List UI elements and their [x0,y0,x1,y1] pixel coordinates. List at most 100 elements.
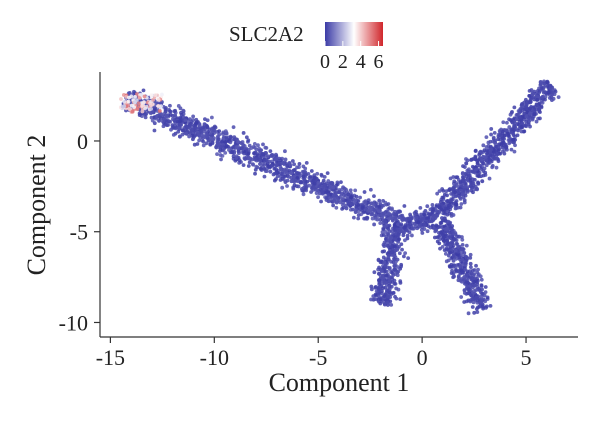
data-point [122,99,127,104]
data-point [217,145,222,150]
data-point [460,270,465,275]
data-point [315,188,319,193]
data-point [426,211,430,216]
data-point [394,296,399,301]
data-point [501,120,506,125]
data-point [160,119,165,124]
data-point [220,154,225,158]
data-point [241,163,246,168]
data-point [453,248,458,253]
data-point [376,271,381,276]
x-axis-ticks: -15 -10 -5 0 5 [96,337,532,370]
data-point [356,213,361,218]
data-point [538,80,543,85]
data-point [312,173,317,178]
data-point [452,237,457,242]
data-point [515,122,520,126]
data-point [494,165,499,170]
data-point [520,114,525,119]
data-point [476,267,480,272]
data-point [132,105,137,110]
data-point [500,136,505,141]
data-point [418,206,423,210]
data-point [409,216,414,221]
data-point [451,271,456,275]
data-point [386,294,391,299]
data-point [391,232,395,237]
data-point [420,231,425,235]
data-point [384,273,389,278]
data-point [524,114,529,119]
data-point [461,179,466,183]
data-point [491,135,496,140]
data-point [370,216,375,221]
data-point [130,109,135,114]
data-point [178,119,183,124]
data-point [293,178,298,183]
data-point [319,172,324,177]
data-point [342,190,347,195]
data-point [219,157,223,162]
data-point [449,240,454,245]
data-point [468,284,472,289]
data-point [402,225,407,230]
data-point [444,206,448,211]
data-point [316,195,320,200]
data-point [231,125,236,130]
data-point [465,256,470,261]
data-point [425,229,430,234]
data-point [534,107,539,112]
data-point [331,203,336,208]
data-point [373,285,378,290]
data-point [450,186,455,191]
data-point [479,167,484,171]
data-point [475,270,480,275]
data-point [187,134,192,139]
data-point [386,244,390,248]
data-point [487,176,492,181]
data-point [381,211,386,216]
data-point [488,303,493,308]
data-point [444,247,449,252]
data-point [479,284,484,288]
data-point [464,243,469,248]
data-point [332,199,337,204]
data-point [396,222,400,227]
data-point [252,157,257,162]
y-axis-ticks: 0 -5 -10 [59,129,100,335]
data-point [247,143,252,148]
data-point [393,216,398,221]
data-point [503,142,508,147]
data-point [406,217,411,221]
data-point [454,202,459,207]
data-point [483,285,488,289]
data-point [403,251,408,256]
data-point [137,95,142,100]
data-point [431,207,436,212]
legend-tick-label: 0 [320,51,330,73]
data-point [136,101,141,106]
data-point [377,282,382,287]
x-tick-label: 5 [521,345,532,370]
data-point [448,243,453,248]
data-point [442,192,447,197]
data-point [388,244,393,249]
data-point [176,104,181,108]
data-point [312,175,317,180]
data-point [448,250,453,255]
data-point [247,156,251,161]
data-point [468,184,473,189]
data-point [500,149,505,154]
data-point [445,240,450,245]
data-point [543,94,548,99]
data-point [468,252,473,257]
data-point [529,88,534,92]
data-point [341,196,345,201]
data-point [370,212,374,216]
data-point [468,299,473,304]
data-point [522,111,527,116]
data-point [262,174,267,179]
data-point [414,215,419,220]
data-point [501,129,505,134]
data-point [509,147,514,152]
